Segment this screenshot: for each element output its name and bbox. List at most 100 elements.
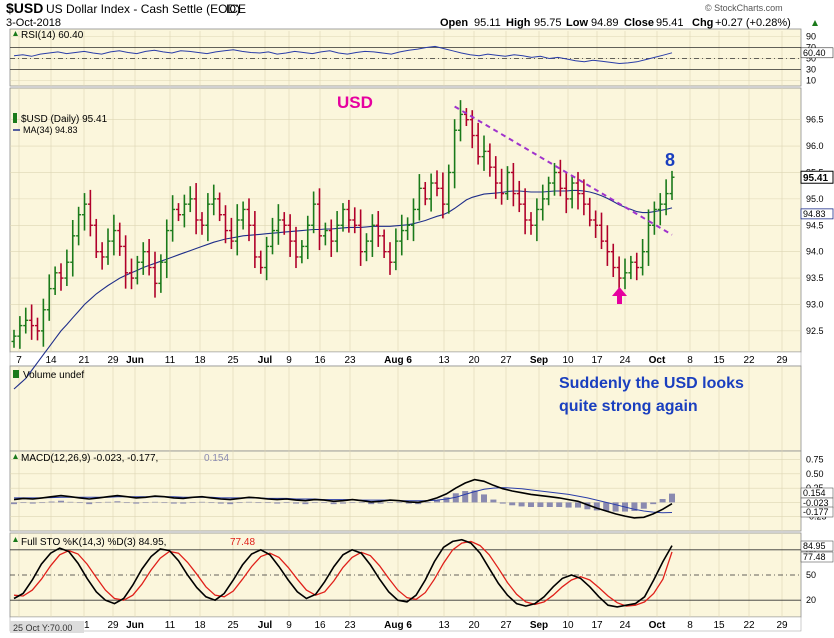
axis-labels: 907050301060.4096.596.095.595.094.594.09… bbox=[16, 32, 834, 631]
watermark: © StockCharts.com bbox=[705, 3, 783, 13]
date-tick-label-bottom: 11 bbox=[165, 620, 176, 631]
ohlc-bar bbox=[258, 250, 264, 274]
rsi-tick-label: 10 bbox=[806, 76, 816, 86]
ohlc-bar bbox=[87, 189, 93, 237]
ma-legend-text: MA(34) 94.83 bbox=[23, 125, 78, 135]
macd-histogram-bar bbox=[528, 502, 534, 507]
macd-histogram-bar bbox=[236, 502, 243, 504]
chg-value: +0.27 (+0.28%) bbox=[715, 17, 791, 29]
price-tick-label: 96.0 bbox=[806, 141, 824, 151]
sto-d-line bbox=[13, 540, 673, 607]
sto-value-box bbox=[800, 551, 834, 563]
macd-histogram-bar bbox=[86, 502, 93, 505]
macd-histogram-bar bbox=[227, 502, 234, 505]
ohlc-bar bbox=[405, 217, 411, 241]
close-label: Close bbox=[624, 17, 654, 29]
macd-legend-hist: 0.154 bbox=[204, 453, 229, 464]
date-tick-label-bottom: 21 bbox=[78, 620, 90, 631]
ohlc-bar bbox=[82, 193, 87, 231]
macd-histogram-bar bbox=[67, 501, 74, 503]
macd-tick-label: 0.50 bbox=[806, 469, 824, 479]
macd-histogram-bar bbox=[123, 502, 130, 504]
date-tick-label: 24 bbox=[619, 355, 631, 366]
ohlc-bar bbox=[40, 298, 46, 347]
date-tick-label: Jun bbox=[126, 355, 144, 366]
ohlc-bar bbox=[557, 159, 563, 197]
ohlc-bar bbox=[305, 215, 311, 260]
ohlc-bar bbox=[505, 166, 510, 200]
macd-histogram-bar bbox=[330, 502, 337, 505]
macd-histogram-bar bbox=[640, 502, 647, 509]
date-tick-label-bottom: Aug 6 bbox=[384, 620, 412, 631]
resistance-trendline bbox=[454, 105, 673, 236]
macd-histogram-bar bbox=[612, 502, 619, 512]
date-tick-label-bottom: 15 bbox=[713, 620, 725, 631]
date-tick-label-bottom: Oct bbox=[649, 620, 666, 631]
sto-legend: Full STO %K(14,3) %D(3) 84.95, 77.48 bbox=[13, 537, 255, 548]
macd-histogram-bar bbox=[76, 502, 83, 504]
macd-histogram-bar bbox=[29, 502, 36, 504]
date-tick-label: 14 bbox=[45, 355, 57, 366]
macd-line bbox=[13, 478, 673, 519]
open-value: 95.11 bbox=[474, 17, 501, 29]
ohlc-bar bbox=[487, 143, 493, 177]
ohlc-bar bbox=[328, 219, 334, 257]
macd-legend: MACD(12,26,9) -0.023, -0.177, 0.154 bbox=[13, 453, 229, 464]
ohlc-bar bbox=[516, 180, 522, 213]
macd-histogram-bar bbox=[396, 502, 403, 504]
macd-histogram-bar bbox=[152, 501, 158, 503]
ohlc-bar bbox=[275, 204, 281, 245]
ohlc-bar bbox=[152, 251, 158, 298]
ohlc-bar bbox=[446, 164, 452, 214]
macd-histogram-bar bbox=[105, 501, 111, 503]
ohlc-bar bbox=[64, 249, 70, 286]
ohlc-bar bbox=[199, 212, 205, 235]
macd-histogram-bar bbox=[142, 502, 149, 504]
price-panel bbox=[9, 87, 802, 353]
volume-panel bbox=[9, 365, 802, 452]
macd-histogram-bar bbox=[499, 502, 506, 504]
date-tick-label-bottom: 20 bbox=[468, 620, 480, 631]
ohlc-bar bbox=[593, 210, 599, 238]
date-tick-label: 20 bbox=[468, 355, 480, 366]
ohlc-bar bbox=[252, 211, 258, 269]
sto-tick-label: 20 bbox=[806, 595, 816, 605]
ohlc-bar bbox=[246, 198, 252, 242]
ohlc-bar bbox=[17, 316, 23, 349]
footer-badge bbox=[10, 621, 84, 633]
macd-tick-label: 0.75 bbox=[806, 455, 824, 465]
ohlc-bar bbox=[663, 179, 669, 216]
macd-histogram-bar bbox=[659, 499, 666, 503]
count-annotation: 8 bbox=[665, 150, 675, 170]
macd-histogram-bar bbox=[321, 502, 328, 504]
ohlc-bar bbox=[270, 217, 275, 255]
rsi-value-box bbox=[800, 47, 834, 59]
volume-legend: Volume undef bbox=[13, 370, 84, 381]
ohlc-bar bbox=[234, 204, 240, 256]
date-tick-label: 27 bbox=[500, 355, 512, 366]
macd-histogram-bar bbox=[133, 502, 140, 504]
macd-value-label: -0.177 bbox=[803, 507, 829, 517]
ohlc-bar bbox=[117, 222, 123, 256]
ohlc-bar bbox=[105, 228, 111, 265]
macd-histogram-bar bbox=[565, 502, 572, 508]
ohlc-bar bbox=[299, 240, 305, 264]
ohlc-bar bbox=[334, 211, 340, 253]
ohlc-bar bbox=[475, 122, 481, 165]
ohlc-bar bbox=[604, 225, 610, 266]
stochastic-panel bbox=[9, 532, 802, 618]
ma-price-label: 94.83 bbox=[803, 209, 826, 219]
macd-histogram-bar bbox=[264, 502, 271, 504]
legend-marker-icon bbox=[13, 31, 18, 36]
macd-histogram-bar bbox=[471, 490, 478, 503]
rsi-current-label: 60.40 bbox=[803, 48, 826, 58]
macd-histogram-bar bbox=[180, 502, 187, 504]
macd-histogram-bar bbox=[189, 502, 196, 504]
ohlc-bar bbox=[522, 188, 528, 235]
ohlc-bar bbox=[134, 255, 140, 285]
ohlc-bar bbox=[311, 191, 317, 234]
macd-histogram-bar bbox=[650, 502, 657, 505]
low-label: Low bbox=[566, 17, 588, 29]
